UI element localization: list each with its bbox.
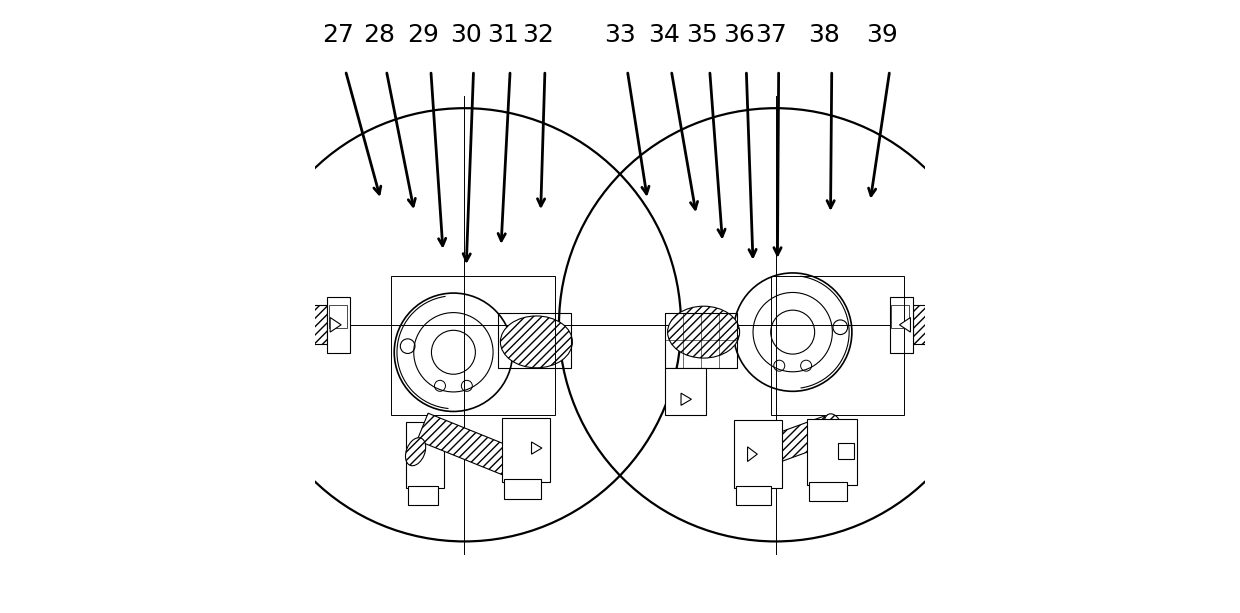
Bar — [391, 276, 554, 415]
Bar — [734, 420, 781, 489]
Bar — [890, 305, 909, 328]
Bar — [327, 297, 350, 353]
Bar — [771, 276, 904, 415]
Text: 32: 32 — [522, 23, 553, 47]
Bar — [838, 443, 853, 459]
Bar — [498, 313, 572, 368]
Ellipse shape — [405, 438, 425, 466]
Ellipse shape — [501, 316, 573, 368]
Bar — [502, 418, 549, 482]
Text: 29: 29 — [408, 23, 439, 47]
Text: 36: 36 — [723, 23, 755, 47]
Polygon shape — [681, 393, 692, 405]
Bar — [408, 486, 438, 506]
Text: 30: 30 — [450, 23, 482, 47]
Polygon shape — [532, 442, 542, 454]
Bar — [329, 305, 347, 328]
Polygon shape — [899, 318, 910, 332]
Ellipse shape — [977, 305, 992, 345]
Ellipse shape — [825, 414, 843, 441]
Text: 35: 35 — [687, 23, 718, 47]
Polygon shape — [330, 318, 341, 332]
Bar — [913, 305, 990, 345]
Text: 31: 31 — [487, 23, 518, 47]
Text: 33: 33 — [604, 23, 636, 47]
Text: 34: 34 — [649, 23, 680, 47]
Bar — [744, 416, 835, 471]
Bar — [503, 479, 541, 499]
Bar — [665, 368, 706, 415]
Polygon shape — [748, 447, 758, 462]
Text: 28: 28 — [363, 23, 396, 47]
Bar — [810, 482, 847, 501]
Bar — [807, 419, 857, 485]
Bar — [407, 422, 444, 489]
Bar — [737, 486, 771, 506]
Bar — [417, 413, 522, 478]
Ellipse shape — [248, 305, 263, 345]
Bar — [665, 313, 737, 368]
Bar — [250, 305, 327, 345]
Bar — [890, 297, 913, 353]
Text: 39: 39 — [867, 23, 898, 47]
Text: 27: 27 — [322, 23, 353, 47]
Text: 38: 38 — [808, 23, 841, 47]
Ellipse shape — [667, 306, 739, 358]
Text: 37: 37 — [755, 23, 787, 47]
